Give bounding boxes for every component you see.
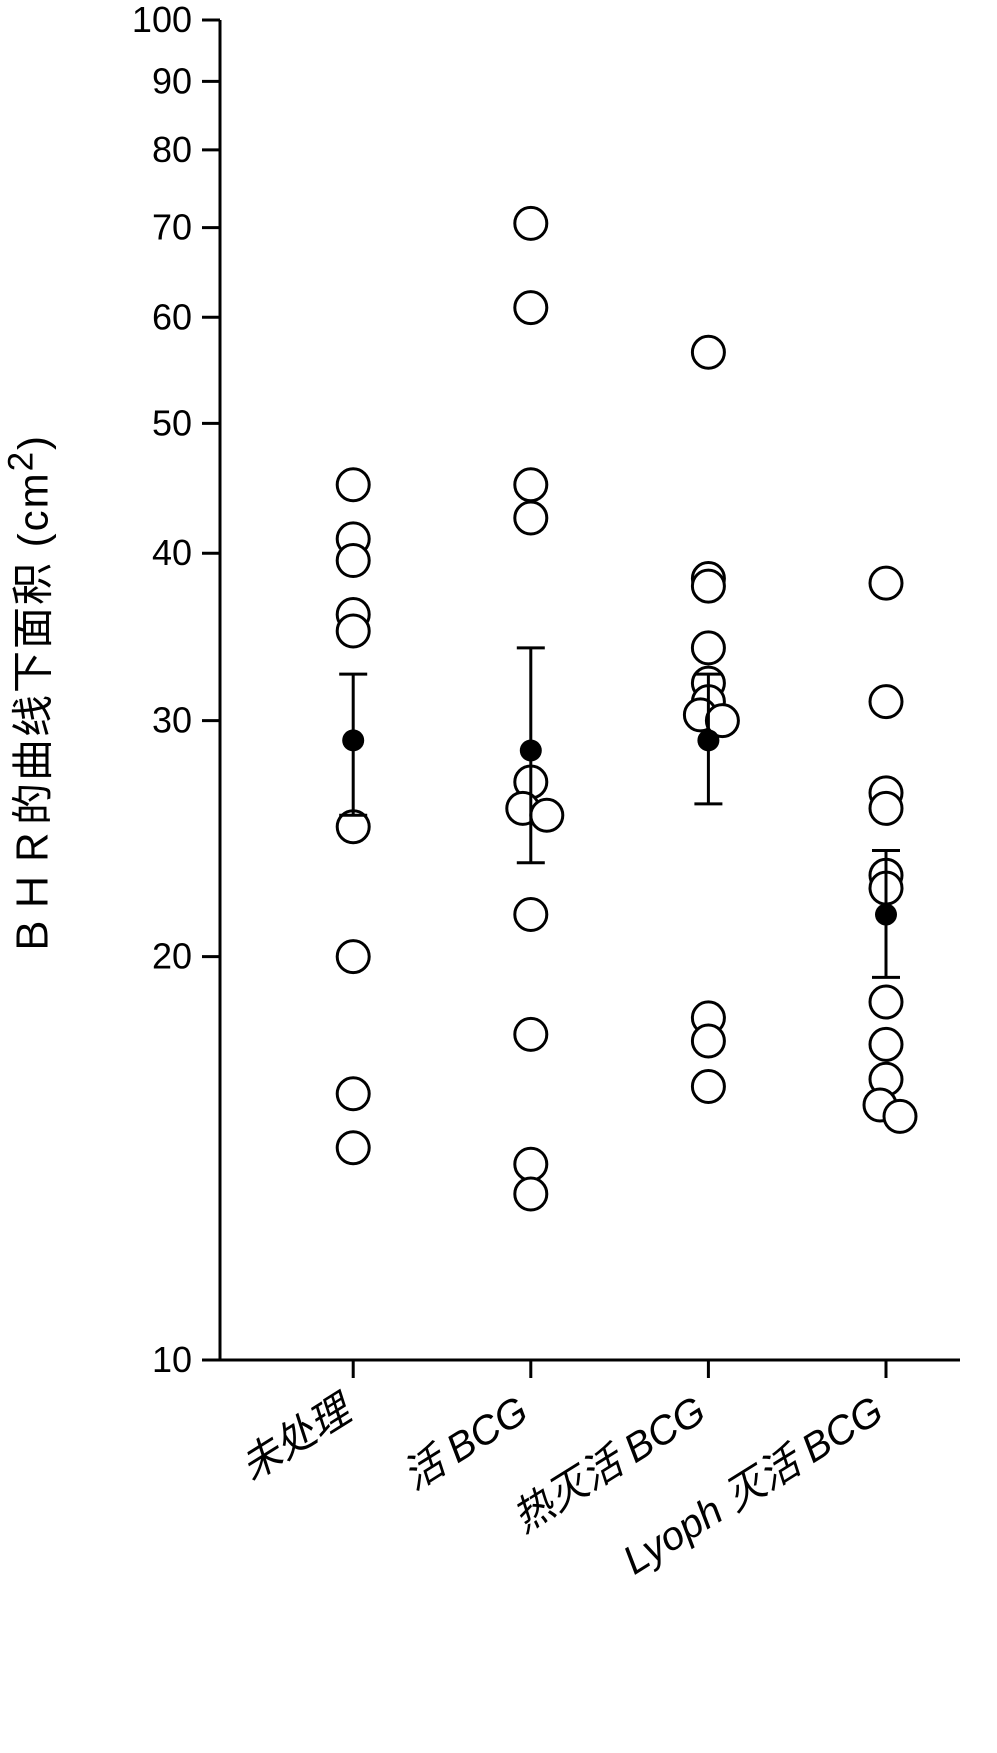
- data-point: [515, 292, 547, 324]
- data-point: [692, 1025, 724, 1057]
- data-point: [515, 469, 547, 501]
- data-point: [337, 941, 369, 973]
- data-point: [692, 1070, 724, 1102]
- data-point: [870, 1028, 902, 1060]
- y-axis-label-suffix: ): [10, 434, 57, 450]
- mean-point: [342, 729, 364, 751]
- mean-point: [520, 740, 542, 762]
- data-point: [515, 1148, 547, 1180]
- data-point: [692, 632, 724, 664]
- x-category-label: 活 BCG: [395, 1388, 535, 1498]
- data-point: [337, 469, 369, 501]
- data-point: [870, 686, 902, 718]
- data-point: [515, 207, 547, 239]
- y-axis-label: ＢＨＲ的曲线下面积 (cm2): [0, 396, 61, 996]
- x-category-label: 未处理: [233, 1386, 362, 1490]
- data-point: [870, 567, 902, 599]
- y-axis-label-sup: 2: [2, 450, 41, 471]
- data-point: [531, 799, 563, 831]
- data-point: [515, 502, 547, 534]
- data-point: [337, 545, 369, 577]
- data-point: [515, 1178, 547, 1210]
- data-point: [884, 1100, 916, 1132]
- y-axis-label-prefix: ＢＨＲ的曲线下面积 (cm: [10, 471, 57, 957]
- data-point: [515, 899, 547, 931]
- data-point: [337, 615, 369, 647]
- data-point: [515, 1018, 547, 1050]
- chart-svg: 102030405060708090100未处理活 BCG热灭活 BCGLyop…: [0, 0, 997, 1753]
- y-tick-label: 20: [152, 936, 192, 977]
- y-tick-label: 40: [152, 532, 192, 573]
- y-tick-label: 10: [152, 1339, 192, 1380]
- y-tick-label: 70: [152, 207, 192, 248]
- y-tick-label: 90: [152, 60, 192, 101]
- y-tick-label: 50: [152, 402, 192, 443]
- mean-point: [875, 904, 897, 926]
- data-point: [692, 336, 724, 368]
- y-tick-label: 80: [152, 129, 192, 170]
- y-tick-label: 100: [132, 0, 192, 40]
- data-point: [692, 570, 724, 602]
- data-point: [870, 986, 902, 1018]
- chart-container: 102030405060708090100未处理活 BCG热灭活 BCGLyop…: [0, 0, 997, 1753]
- y-tick-label: 30: [152, 700, 192, 741]
- y-tick-label: 60: [152, 296, 192, 337]
- data-point: [337, 1078, 369, 1110]
- mean-point: [697, 729, 719, 751]
- data-point: [870, 792, 902, 824]
- data-point: [337, 1132, 369, 1164]
